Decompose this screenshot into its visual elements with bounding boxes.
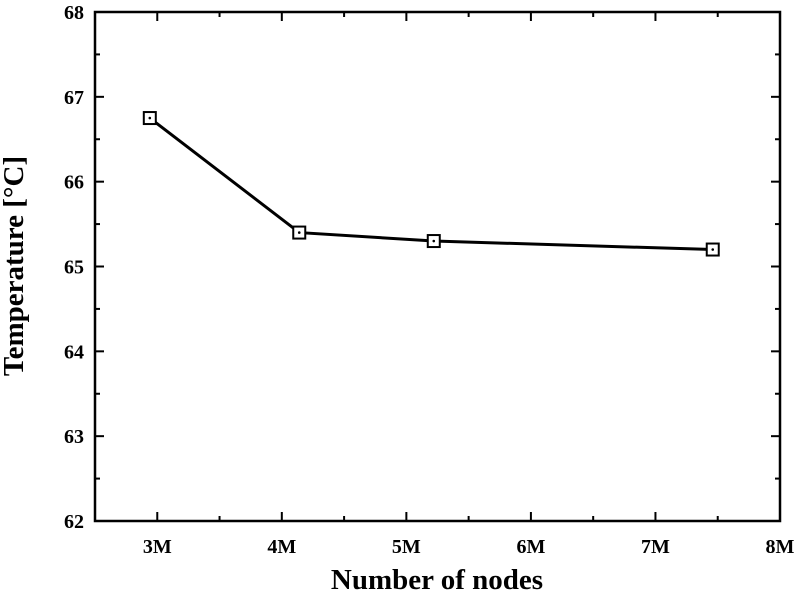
y-tick-label: 63: [64, 426, 84, 448]
x-tick-label: 3M: [143, 536, 172, 558]
plot-frame: [93, 10, 782, 523]
x-tick-label: 8M: [766, 536, 795, 558]
y-tick-label: 62: [64, 511, 84, 533]
y-tick-label: 65: [64, 257, 84, 279]
y-tick-label: 64: [64, 341, 84, 363]
x-axis-label: Number of nodes: [331, 564, 543, 596]
series-line: [148, 116, 713, 252]
y-tick-label: 68: [64, 2, 84, 24]
data-point-dot: [297, 231, 301, 234]
data-point-dot: [148, 116, 152, 120]
x-tick-label: 7M: [641, 536, 670, 558]
markers: [142, 111, 720, 257]
ticks: [94, 11, 781, 522]
x-tick-labels: 3M 4M 5M 6M 7M 8M: [143, 536, 795, 558]
y-axis-label: Temperature [°C]: [0, 156, 30, 376]
data-point-dot: [432, 239, 436, 243]
y-tick-label: 66: [64, 172, 84, 194]
y-tick-label: 67: [64, 87, 84, 109]
y-tick-labels: 62 63 64 65 66 67 68: [64, 2, 84, 533]
x-tick-label: 5M: [392, 536, 421, 558]
x-tick-label: 6M: [516, 536, 545, 558]
x-tick-label: 4M: [267, 536, 296, 558]
data-point-dot: [711, 248, 715, 251]
